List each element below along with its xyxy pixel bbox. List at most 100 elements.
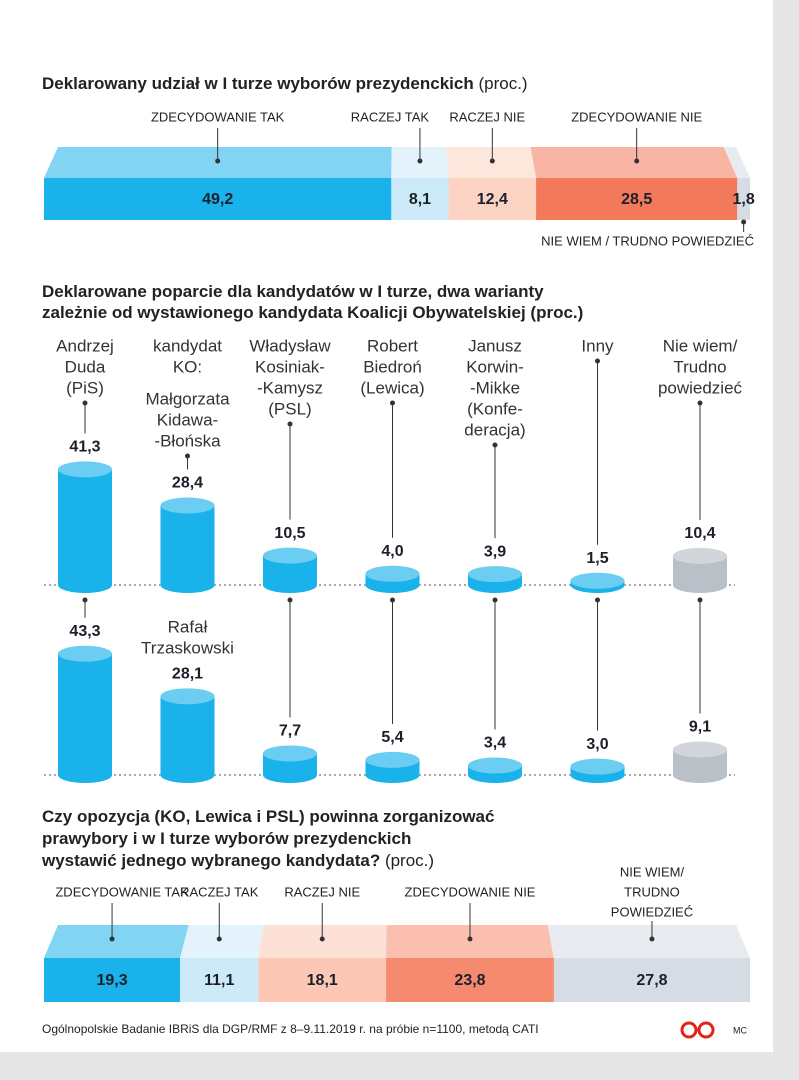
bar-top-face	[180, 925, 264, 958]
chart-title: Deklarowane poparcie dla kandydatów w I …	[42, 282, 544, 301]
title-text: Deklarowane poparcie dla kandydatów w I …	[42, 282, 544, 301]
bar-segment	[44, 958, 181, 1002]
bar-top-face	[547, 925, 750, 958]
category-label: ZDECYDOWANIE TAK	[151, 109, 285, 124]
chart-title: zależnie od wystawionego kandydata Koali…	[42, 303, 583, 322]
value-label: 1,5	[586, 550, 608, 567]
cylinder-top	[263, 745, 317, 762]
bar-segment	[258, 958, 387, 1002]
value-label: 10,5	[274, 525, 305, 542]
category-label: ZDECYDOWANIE NIE	[405, 884, 536, 899]
leader-dot	[492, 597, 498, 603]
category-label: -Mikke	[470, 378, 520, 397]
title-unit: (proc.)	[385, 851, 434, 870]
title-text: wystawić jednego wybranego kandydata?	[41, 851, 380, 870]
category-label: Inny	[581, 336, 614, 355]
value-label: 10,4	[684, 525, 715, 542]
bar-segment	[44, 178, 392, 220]
category-label: ZDECYDOWANIE NIE	[571, 109, 702, 124]
leader-dot	[417, 158, 423, 164]
cylinder-top	[58, 461, 112, 478]
value-label: 28,5	[621, 191, 652, 208]
title-text: Czy opozycja (KO, Lewica i PSL) powinna …	[42, 807, 494, 826]
leader-dot	[109, 936, 115, 942]
value-label: 49,2	[202, 191, 233, 208]
value-label: 5,4	[381, 729, 403, 746]
cylinder-top	[673, 741, 727, 758]
leader-dot	[319, 936, 325, 942]
leader-dot	[595, 597, 600, 603]
category-label: Trudno	[673, 357, 726, 376]
category-label: (Lewica)	[360, 378, 424, 397]
leader-dot	[595, 358, 600, 364]
leader-dot	[489, 158, 495, 164]
value-label: 28,1	[172, 666, 203, 683]
cylinder-top	[673, 547, 727, 564]
leader-dot	[634, 158, 640, 164]
leader-dot	[697, 400, 703, 406]
cylinder-top	[365, 565, 420, 582]
candidate-label: Trzaskowski	[141, 638, 234, 657]
leader-dot	[287, 597, 293, 603]
value-label: 3,4	[484, 735, 506, 752]
value-label: 27,8	[636, 972, 667, 989]
category-label: ZDECYDOWANIE TAK	[55, 884, 189, 899]
title-unit: (proc.)	[478, 74, 527, 93]
value-label: 28,4	[172, 475, 203, 492]
category-label: (PSL)	[268, 399, 311, 418]
bar-top-face	[258, 925, 387, 958]
category-label: POWIEDZIEĆ	[611, 904, 693, 919]
leader-dot	[492, 442, 498, 448]
cylinder-top	[468, 566, 522, 583]
category-label: Robert	[367, 336, 418, 355]
credit: MC	[733, 1025, 747, 1035]
category-label: deracja)	[464, 420, 525, 439]
value-label: 3,0	[586, 736, 608, 753]
leader-dot	[697, 597, 703, 603]
category-label: -Kamysz	[257, 378, 323, 397]
leader-dot	[390, 400, 395, 406]
value-label: 3,9	[484, 543, 506, 560]
cylinder	[160, 696, 215, 775]
category-label: Nie wiem/	[663, 336, 738, 355]
value-label: 23,8	[454, 972, 485, 989]
leader-dot	[390, 597, 395, 603]
bottom-border	[0, 1052, 799, 1080]
value-label: 1,8	[733, 191, 755, 208]
category-label: Korwin-	[466, 357, 524, 376]
source: Ogólnopolskie Badanie IBRiS dla DGP/RMF …	[42, 1022, 539, 1036]
value-label: 11,1	[204, 972, 234, 989]
category-label: powiedzieć	[658, 378, 743, 397]
bar-segment	[391, 178, 449, 220]
category-label: KO:	[173, 357, 202, 376]
category-label: Andrzej	[56, 336, 114, 355]
category-label: (PiS)	[66, 378, 104, 397]
bar-segment	[536, 178, 738, 220]
bar-segment	[737, 178, 750, 220]
cylinder	[58, 653, 112, 775]
bar-top-face	[723, 147, 750, 178]
value-label: 8,1	[409, 191, 431, 208]
cylinder-top	[365, 751, 420, 768]
cylinder-top	[468, 757, 522, 774]
bar-top-face	[530, 147, 738, 178]
value-label: 43,3	[69, 623, 100, 640]
value-label: 19,3	[96, 972, 127, 989]
right-border	[773, 0, 799, 1080]
value-label: 18,1	[307, 972, 338, 989]
value-label: 41,3	[69, 439, 100, 456]
leader-dot	[649, 936, 655, 942]
cylinder-top	[570, 758, 625, 775]
leader-dot	[467, 936, 473, 942]
bar-segment	[448, 178, 537, 220]
cylinder	[58, 469, 112, 585]
value-label: 4,0	[381, 543, 403, 560]
cylinder-top	[160, 497, 215, 514]
category-label: kandydat	[153, 336, 222, 355]
logo	[680, 1021, 715, 1039]
bar-segment	[386, 958, 554, 1002]
category-label: Kosiniak-	[255, 357, 325, 376]
chart-title: prawybory i w I turze wyborów prezydenck…	[42, 829, 411, 848]
chart-title: wystawić jednego wybranego kandydata? (p…	[41, 851, 434, 870]
title-text: Deklarowany udział w I turze wyborów pre…	[42, 74, 474, 93]
